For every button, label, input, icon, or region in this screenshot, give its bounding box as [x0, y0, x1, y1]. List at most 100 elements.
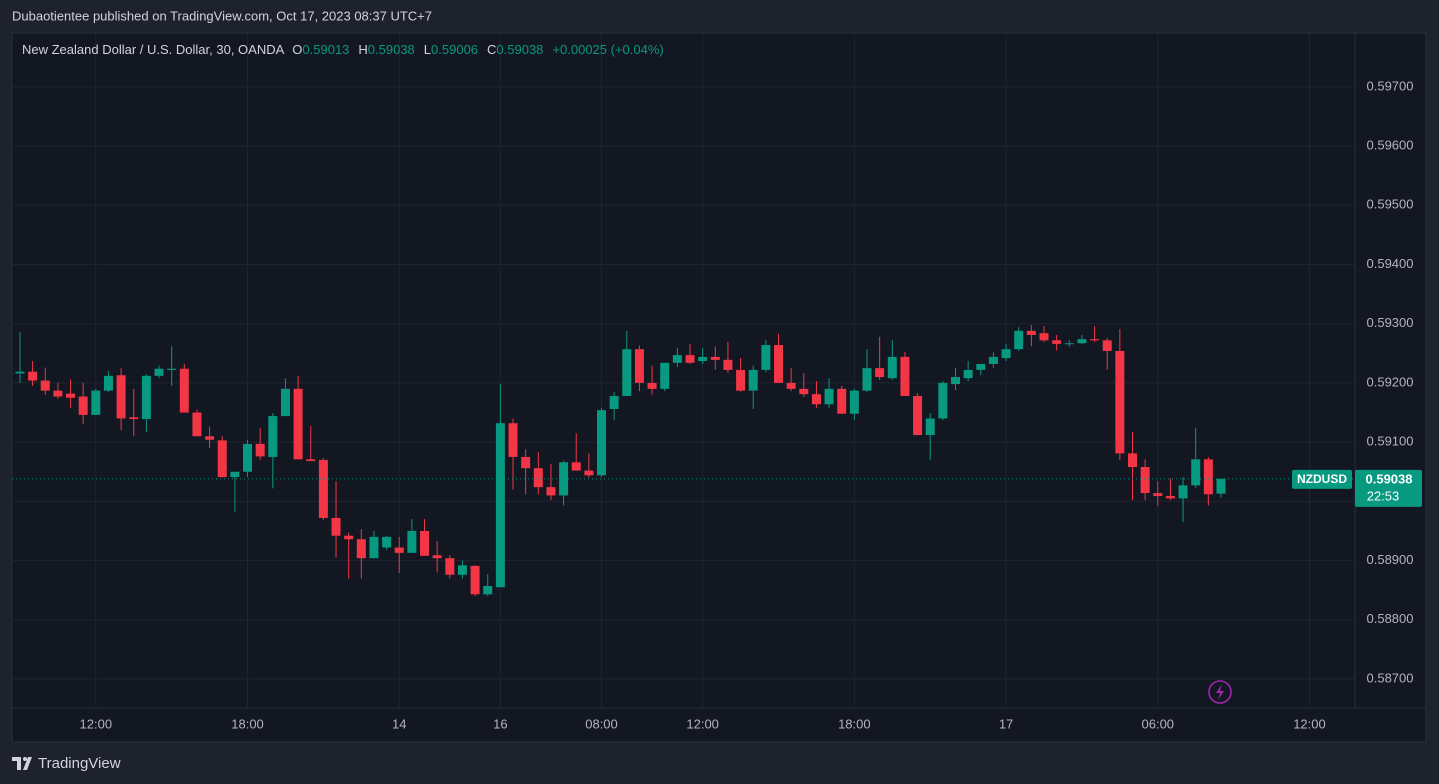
- candle-body: [280, 388, 290, 417]
- candle-body: [672, 355, 682, 363]
- candle-body: [103, 375, 113, 391]
- legend-title: New Zealand Dollar / U.S. Dollar, 30, OA…: [22, 42, 285, 57]
- candle-body: [40, 380, 50, 391]
- candle-body: [988, 356, 998, 364]
- candle-body: [1191, 459, 1201, 486]
- footer-logo: [12, 757, 32, 770]
- candle-body: [1052, 340, 1062, 344]
- candle-body: [356, 539, 366, 559]
- candle-body: [445, 558, 455, 575]
- candle-body: [141, 375, 151, 420]
- candle-body: [1077, 339, 1087, 344]
- candle-body: [1102, 340, 1112, 351]
- candle-body: [685, 355, 695, 363]
- y-tick-label: 0.59600: [1367, 138, 1414, 153]
- x-tick-label: 12:00: [80, 716, 113, 731]
- candle-body: [179, 368, 189, 413]
- candle-body: [293, 388, 303, 460]
- candle-body: [116, 375, 126, 419]
- x-tick-label: 17: [999, 716, 1013, 731]
- candle-body: [129, 417, 139, 420]
- x-tick-label: 18:00: [231, 716, 264, 731]
- candle-body: [243, 443, 253, 472]
- y-tick-label: 0.59400: [1367, 256, 1414, 271]
- candle-body: [913, 395, 923, 436]
- grid: [12, 33, 1355, 708]
- alert-bolt: [1216, 684, 1224, 700]
- candle-body: [268, 416, 278, 457]
- candle-body: [344, 535, 354, 540]
- candle-body: [824, 388, 834, 405]
- y-tick-label: 0.59700: [1367, 78, 1414, 93]
- candle-body: [887, 356, 897, 379]
- candle-body: [1039, 333, 1049, 341]
- candle-body: [925, 418, 935, 436]
- candle-body: [774, 345, 784, 383]
- candle-body: [761, 345, 771, 370]
- candle-body: [78, 396, 88, 415]
- price-label: 0.59038: [1366, 471, 1413, 486]
- candle-body: [394, 547, 404, 553]
- candle-body: [571, 462, 581, 471]
- legend-value: 0.59038: [368, 42, 415, 57]
- candle-body: [1216, 478, 1226, 494]
- candle-body: [597, 410, 607, 476]
- candle-body: [900, 356, 910, 396]
- candle-body: [660, 362, 670, 389]
- candle-body: [811, 394, 821, 405]
- y-tick-label: 0.58800: [1367, 611, 1414, 626]
- candle-body: [1178, 485, 1188, 499]
- legend: New Zealand Dollar / U.S. Dollar, 30, OA…: [22, 42, 664, 57]
- candle-body: [230, 471, 240, 478]
- legend-value: 0.59013: [302, 42, 349, 57]
- x-tick-label: 06:00: [1142, 716, 1175, 731]
- x-tick-label: 16: [493, 716, 507, 731]
- candle-body: [1014, 330, 1024, 350]
- candle-body: [559, 462, 569, 496]
- candle-body: [1064, 343, 1074, 345]
- candle-body: [15, 371, 25, 374]
- candle-body: [723, 359, 733, 370]
- candle-body: [647, 382, 657, 389]
- candle-body: [432, 555, 442, 559]
- candle-body: [1001, 349, 1011, 359]
- legend-label: H: [358, 42, 367, 57]
- candle-body: [634, 349, 644, 383]
- logo-dot: [23, 757, 27, 761]
- candle-body: [407, 530, 417, 553]
- y-tick-label: 0.58700: [1367, 670, 1414, 685]
- candle-body: [698, 356, 708, 362]
- candle-body: [306, 459, 316, 462]
- candle-body: [91, 390, 101, 415]
- candle-body: [154, 368, 164, 376]
- logo-mark: [12, 757, 32, 770]
- y-tick-label: 0.59200: [1367, 374, 1414, 389]
- candle-body: [710, 356, 720, 360]
- y-tick-label: 0.58900: [1367, 552, 1414, 567]
- legend-value: 0.59038: [496, 42, 543, 57]
- candle-body: [862, 368, 872, 391]
- candle-body: [420, 530, 430, 556]
- x-tick-label: 12:00: [686, 716, 719, 731]
- candle-body: [28, 371, 38, 381]
- y-tick-label: 0.59300: [1367, 315, 1414, 330]
- candle-body: [382, 536, 392, 548]
- candle-body: [938, 382, 948, 419]
- candle-body: [53, 390, 63, 397]
- candle-body: [192, 412, 202, 437]
- candle-body: [255, 443, 265, 457]
- candle-body: [1115, 350, 1125, 454]
- candle-body: [609, 395, 619, 409]
- candle-body: [1026, 330, 1036, 335]
- candle-body: [1153, 493, 1163, 497]
- candle-body: [546, 487, 556, 496]
- candle-body: [470, 565, 480, 595]
- x-tick-label: 14: [392, 716, 406, 731]
- candle-body: [1165, 496, 1175, 499]
- price-badge: [1355, 469, 1422, 507]
- candle-body: [217, 440, 227, 478]
- candle-body: [584, 470, 594, 476]
- alert-icon[interactable]: [1208, 680, 1232, 704]
- plot: [12, 324, 1355, 597]
